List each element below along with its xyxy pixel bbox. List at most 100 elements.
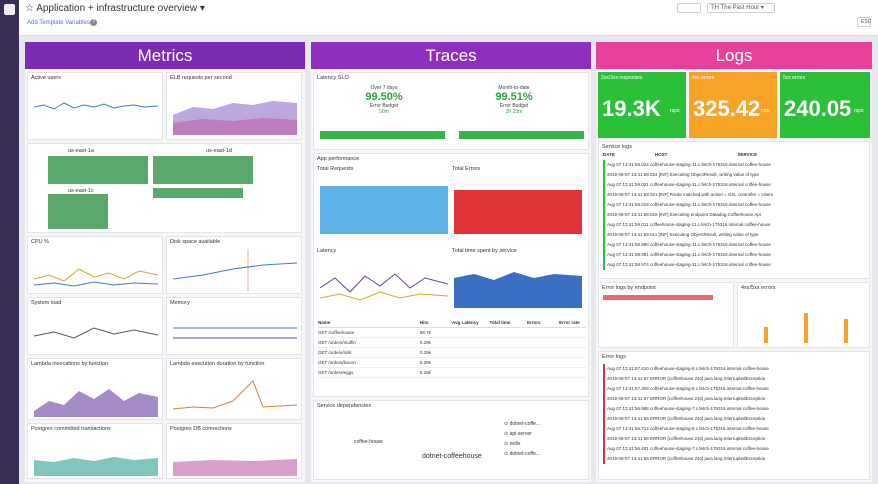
log-row[interactable]: 2019-08-07 13:41:56 ERROR [coffeehouse:2…	[603, 414, 865, 424]
log-row[interactable]: Aug 07 13:41:58.974 coffeehouse-staging-…	[603, 260, 865, 270]
log-row[interactable]: Aug 07 13:41:57.410 coffeehouse-staging-…	[603, 364, 865, 374]
log-row[interactable]: 2019-08-07 13:41:59.019 [INF] Executing …	[603, 210, 865, 220]
dep-node[interactable]: ⊙ dotnet-coffe...	[504, 451, 541, 457]
postgres-transactions-widget[interactable]: Postgres committed transactions	[27, 423, 163, 479]
disk-space-widget[interactable]: Disk space available	[166, 236, 302, 294]
slo-value: 99.51%	[495, 91, 533, 103]
table-cell: 0.28k	[419, 360, 431, 365]
log-row[interactable]: Aug 07 13:41:58.981 coffeehouse-staging-…	[603, 250, 865, 260]
xx-errors-widget[interactable]: 4xx/5xx errors	[737, 282, 870, 348]
memory-widget[interactable]: Memory	[166, 297, 302, 355]
dashboard-header: ☆ Application + infrastructure overview …	[19, 0, 878, 36]
time-icon-label: TH	[711, 5, 719, 11]
table-cell	[559, 370, 586, 375]
widget-title: Error logs by endpoint	[602, 285, 656, 291]
log-row[interactable]: Aug 07 13:41:59.021 coffeehouse-staging-…	[603, 180, 865, 190]
log-row[interactable]: Aug 07 13:41:57.309 coffeehouse-staging-…	[603, 384, 865, 394]
kpi-2xx[interactable]: 2xx/3xx responses 19.3K rsps	[598, 72, 686, 138]
kpi-value: 325.42	[693, 96, 761, 121]
slo-label: Over 7 days	[370, 85, 398, 91]
table-header-cell[interactable]: Avg Latency	[451, 320, 479, 325]
system-load-widget[interactable]: System load	[27, 297, 163, 355]
table-body: GET /coffeehouse 98.7k GET /orders/muffin 0…	[318, 328, 586, 378]
host-hexmap	[48, 156, 253, 229]
active-users-widget[interactable]: Active users	[27, 72, 163, 140]
service-logs-widget[interactable]: Service logs DATE HOST SERVICE Aug 07 13:4…	[598, 141, 870, 279]
log-row[interactable]: 2019-08-07 13:41:59.021 [INF] Route matc…	[603, 190, 865, 200]
lambda-invocations-widget[interactable]: Lambda invocations by function	[27, 358, 163, 420]
service-deps-widget[interactable]: Service dependencies coffee-house dotnet…	[313, 400, 589, 480]
elb-requests-widget[interactable]: ELB requests per second	[166, 72, 302, 140]
table-header-cell[interactable]: Total time	[489, 320, 511, 325]
log-row[interactable]: Aug 07 13:41:56.401 coffeehouse-staging-…	[603, 444, 865, 454]
table-cell	[559, 340, 586, 345]
table-cell	[452, 370, 490, 375]
log-row[interactable]: 2019-08-07 13:41:57 ERROR [coffeehouse:2…	[603, 394, 865, 404]
log-row[interactable]: Aug 07 13:41:58.990 coffeehouse-staging-…	[603, 240, 865, 250]
table-cell	[559, 360, 586, 365]
central-node-label[interactable]: dotnet-coffeehouse	[422, 453, 482, 460]
dashboard-title[interactable]: ☆ Application + infrastructure overview …	[25, 3, 205, 14]
log-col-headers: DATE HOST SERVICE	[603, 152, 863, 157]
help-icon[interactable]: ?	[90, 19, 97, 26]
error-by-endpoint-widget[interactable]: Error logs by endpoint	[598, 282, 734, 348]
az-label: us-east-1d	[206, 148, 232, 154]
log-row[interactable]: 2019-08-07 13:41:57 ERROR [coffeehouse:2…	[603, 374, 865, 384]
add-template-variables-link[interactable]: Add Template Variables	[27, 20, 90, 26]
dep-node[interactable]: ⊙ api-server	[504, 431, 532, 437]
error-logs-widget[interactable]: Error logs Aug 07 13:41:57.410 coffeehou…	[598, 351, 870, 480]
table-cell: 0.28k	[419, 370, 431, 375]
table-cell	[452, 360, 490, 365]
esc-button[interactable]: ESC	[857, 17, 871, 27]
slo-value: 99.50%	[365, 91, 403, 103]
table-row[interactable]: GET /orders/muffin 0.29k	[318, 338, 586, 348]
widget-title: 4xx/5xx errors	[741, 285, 776, 291]
table-row[interactable]: GET /coffeehouse 98.7k	[318, 328, 586, 338]
table-cell	[527, 360, 559, 365]
datadog-logo-icon[interactable]	[4, 4, 15, 15]
dep-list: ⊙ dotnet-coffe... ⊙ api-server ⊙ redis ⊙ do…	[504, 421, 540, 461]
disk-chart	[173, 249, 297, 291]
log-row[interactable]: Aug 07 13:41:56.988 coffeehouse-staging-…	[603, 404, 865, 414]
postgres-connections-widget[interactable]: Postgres DB connections	[166, 423, 302, 479]
table-cell	[490, 350, 528, 355]
log-row[interactable]: Aug 07 13:41:56.712 coffeehouse-staging-…	[603, 424, 865, 434]
kpi-4xx[interactable]: 4xx errors 325.42 rsps	[689, 72, 777, 138]
traces-column: Traces Latency SLO Over 7 days 99.50% Erro…	[311, 42, 591, 482]
kpi-5xx[interactable]: 5xx errors 240.05 rsps	[780, 72, 870, 138]
slo-bar	[459, 131, 584, 139]
table-header-cell[interactable]: Name	[318, 320, 331, 325]
lambda-duration-widget[interactable]: Lambda execution duration by function	[166, 358, 302, 420]
log-row[interactable]: Aug 07 13:41:59.024 coffeehouse-staging-…	[603, 160, 865, 170]
log-row[interactable]: 2019-08-07 13:41:56 ERROR [coffeehouse:2…	[603, 434, 865, 444]
error-log-list: Aug 07 13:41:57.410 coffeehouse-staging-…	[603, 364, 865, 464]
kpi-unit: rsps	[670, 108, 680, 114]
table-header-cell[interactable]: Hits	[419, 320, 429, 325]
node-label[interactable]: coffee-house	[354, 439, 383, 445]
log-row[interactable]: 2019-08-07 13:41:56 ERROR [coffeehouse:2…	[603, 454, 865, 464]
dep-node[interactable]: ⊙ dotnet-coffe...	[504, 421, 541, 427]
time-selector[interactable]: TH The Past Hour ▾	[707, 3, 775, 13]
chart-title: Total Requests	[317, 166, 354, 172]
log-row[interactable]: 2019-08-07 13:41:59.011 [INF] Executing …	[603, 230, 865, 240]
host-map-widget[interactable]: us-east-1a us-east-1d us-east-1c	[27, 143, 302, 233]
log-row[interactable]: Aug 07 13:41:59.019 coffeehouse-staging-…	[603, 200, 865, 210]
log-row[interactable]: 2019-08-07 13:41:59.024 [INF] Executing …	[603, 170, 865, 180]
slo-bar	[320, 131, 445, 139]
az-label: us-east-1c	[68, 188, 94, 194]
dep-node[interactable]: ⊙ redis	[504, 441, 521, 447]
cpu-widget[interactable]: CPU %	[27, 236, 163, 294]
table-header-cell[interactable]: Errors	[527, 320, 541, 325]
table-row[interactable]: GET /orders/bacon 0.28k	[318, 358, 586, 368]
table-header-cell[interactable]: Error rate	[559, 320, 580, 325]
eb-label: Error Budget	[499, 103, 529, 109]
app-performance-widget[interactable]: App performance Total Requests Total Err…	[313, 153, 589, 397]
table-cell	[490, 370, 528, 375]
latency-slo-widget[interactable]: Latency SLO Over 7 days 99.50% Error Budge…	[313, 72, 589, 150]
log-row[interactable]: Aug 07 13:41:59.011 coffeehouse-staging-…	[603, 220, 865, 230]
view-toggle[interactable]	[677, 3, 701, 13]
table-row[interactable]: GET /orders/milk 0.29k	[318, 348, 586, 358]
kpi-value: 240.05	[784, 96, 852, 121]
kpi-label: 5xx errors	[783, 75, 806, 81]
table-row[interactable]: GET /orders/eggs 0.28k	[318, 368, 586, 378]
